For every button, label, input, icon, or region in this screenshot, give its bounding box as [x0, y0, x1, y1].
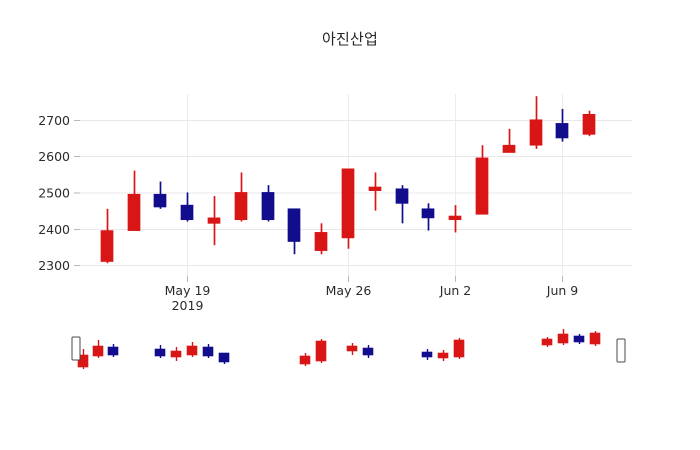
overview-candlestick[interactable]	[453, 338, 465, 359]
y-axis-tick-label: 2600	[38, 149, 70, 164]
y-axis-ticks-group: 2300 2400 2500 2600 2700	[38, 113, 70, 273]
overview-navigator-group[interactable]	[77, 329, 601, 369]
y-axis-tick-label: 2700	[38, 113, 70, 128]
y-axis-tick-label: 2500	[38, 185, 70, 200]
x-axis-tick-label: Jun 2	[439, 283, 471, 298]
overview-candlestick[interactable]	[299, 353, 311, 366]
overview-candlestick[interactable]	[541, 337, 553, 347]
candlestick[interactable]	[287, 208, 301, 255]
overview-candlestick[interactable]	[92, 340, 104, 358]
candlestick[interactable]	[261, 185, 275, 222]
x-axis-tick-label: Jun 9	[546, 283, 579, 298]
range-handles-group[interactable]	[71, 336, 626, 363]
x-axis-tick-label: May 19	[165, 283, 211, 298]
x-axis-tick-label: May 26	[326, 283, 372, 298]
overview-candlestick[interactable]	[218, 352, 230, 364]
candlestick[interactable]	[153, 181, 167, 209]
overview-candlestick[interactable]	[107, 344, 119, 357]
candlestick[interactable]	[582, 110, 596, 137]
overview-candlestick[interactable]	[170, 347, 182, 361]
overview-candlestick[interactable]	[421, 349, 433, 360]
overview-candlestick[interactable]	[154, 345, 166, 358]
candlestick[interactable]	[475, 145, 489, 215]
overview-candlestick[interactable]	[186, 342, 198, 357]
candlestick[interactable]	[448, 205, 462, 233]
candlestick[interactable]	[234, 172, 248, 222]
candlestick[interactable]	[555, 108, 569, 142]
overview-candlestick[interactable]	[437, 350, 449, 361]
candlestick[interactable]	[529, 96, 543, 149]
overview-candlestick[interactable]	[573, 334, 585, 344]
candlestick[interactable]	[100, 208, 114, 264]
candlestick[interactable]	[314, 223, 328, 255]
candles-group[interactable]	[100, 96, 596, 264]
candlestick[interactable]	[368, 172, 382, 211]
overview-candlestick[interactable]	[557, 329, 569, 345]
candlestick[interactable]	[127, 170, 141, 231]
candlestick[interactable]	[502, 128, 516, 153]
overview-candlestick[interactable]	[362, 345, 374, 358]
candlestick[interactable]	[395, 185, 409, 224]
overview-candlestick[interactable]	[346, 343, 358, 355]
candlestick[interactable]	[421, 203, 435, 231]
overview-candlestick[interactable]	[589, 331, 601, 346]
overview-candlestick[interactable]	[77, 349, 89, 369]
overview-candlestick[interactable]	[202, 344, 214, 358]
range-handle-right[interactable]	[616, 338, 626, 363]
overview-candlestick[interactable]	[315, 339, 327, 363]
y-axis-tick-label: 2300	[38, 258, 70, 273]
candlestick[interactable]	[180, 192, 194, 222]
candlestick[interactable]	[341, 168, 355, 249]
range-handle-left[interactable]	[71, 336, 81, 361]
x-axis-year-label: 2019	[172, 298, 204, 313]
gridlines-group	[74, 119, 632, 267]
page-title: 아진산업	[321, 30, 378, 48]
candlestick[interactable]	[207, 196, 221, 246]
y-axis-tick-label: 2400	[38, 222, 70, 237]
